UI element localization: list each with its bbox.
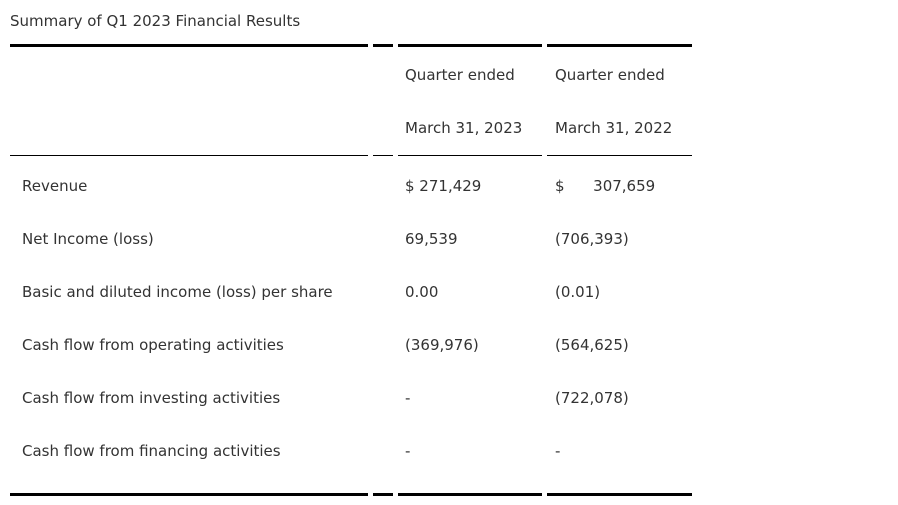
- header-q1-2023: Quarter ended March 31, 2023: [398, 44, 542, 156]
- row-label: Cash flow from investing activities: [22, 389, 281, 407]
- header-spacer-cell: [373, 44, 393, 156]
- row-label: Cash flow from financing activities: [22, 442, 281, 460]
- header-q1-2023-line2: March 31, 2023: [405, 119, 523, 137]
- row-value-2023: (369,976): [405, 336, 479, 354]
- header-q1-2023-line1: Quarter ended: [405, 66, 515, 84]
- row-spacer-cell: [373, 315, 393, 368]
- table-row-cash-flow-investing: Cash flow from investing activities - (7…: [10, 368, 692, 421]
- header-empty-cell: [10, 44, 368, 156]
- row-value-2022: -: [555, 442, 561, 460]
- page-title: Summary of Q1 2023 Financial Results: [10, 12, 301, 30]
- row-label: Net Income (loss): [22, 230, 154, 248]
- row-value-2022: (564,625): [555, 336, 629, 354]
- row-value-2023: $ 271,429: [405, 177, 482, 195]
- table-row-net-income: Net Income (loss) 69,539 (706,393): [10, 209, 692, 262]
- financial-summary-page: Summary of Q1 2023 Financial Results Qua…: [0, 11, 898, 505]
- row-value-2022: (706,393): [555, 230, 629, 248]
- row-value-2023: -: [405, 442, 411, 460]
- table-header-row: Quarter ended March 31, 2023 Quarter end…: [10, 44, 692, 156]
- bottom-border-cell: [10, 474, 368, 496]
- row-value-2022: $ 307,659: [555, 177, 656, 195]
- table-row-revenue: Revenue $ 271,429 $ 307,659: [10, 156, 692, 209]
- row-spacer-cell: [373, 209, 393, 262]
- table-row-cash-flow-financing: Cash flow from financing activities - -: [10, 421, 692, 474]
- row-label: Basic and diluted income (loss) per shar…: [22, 283, 333, 301]
- row-spacer-cell: [373, 421, 393, 474]
- row-spacer-cell: [373, 156, 393, 209]
- header-q1-2022-line1: Quarter ended: [555, 66, 665, 84]
- row-label: Cash flow from operating activities: [22, 336, 284, 354]
- row-value-2023: -: [405, 389, 411, 407]
- header-q1-2022: Quarter ended March 31, 2022: [547, 44, 692, 156]
- row-value-2023: 69,539: [405, 230, 458, 248]
- row-label: Revenue: [22, 177, 88, 195]
- bottom-border-cell: [398, 474, 542, 496]
- table-row-cash-flow-operating: Cash flow from operating activities (369…: [10, 315, 692, 368]
- row-spacer-cell: [373, 368, 393, 421]
- row-value-2022: (0.01): [555, 283, 601, 301]
- table-bottom-border-row: [10, 474, 692, 496]
- row-value-2023: 0.00: [405, 283, 439, 301]
- bottom-border-cell: [373, 474, 393, 496]
- row-value-2022: (722,078): [555, 389, 629, 407]
- financial-results-table: Quarter ended March 31, 2023 Quarter end…: [5, 44, 697, 496]
- table-row-income-per-share: Basic and diluted income (loss) per shar…: [10, 262, 692, 315]
- row-spacer-cell: [373, 262, 393, 315]
- header-q1-2022-line2: March 31, 2022: [555, 119, 673, 137]
- bottom-border-cell: [547, 474, 692, 496]
